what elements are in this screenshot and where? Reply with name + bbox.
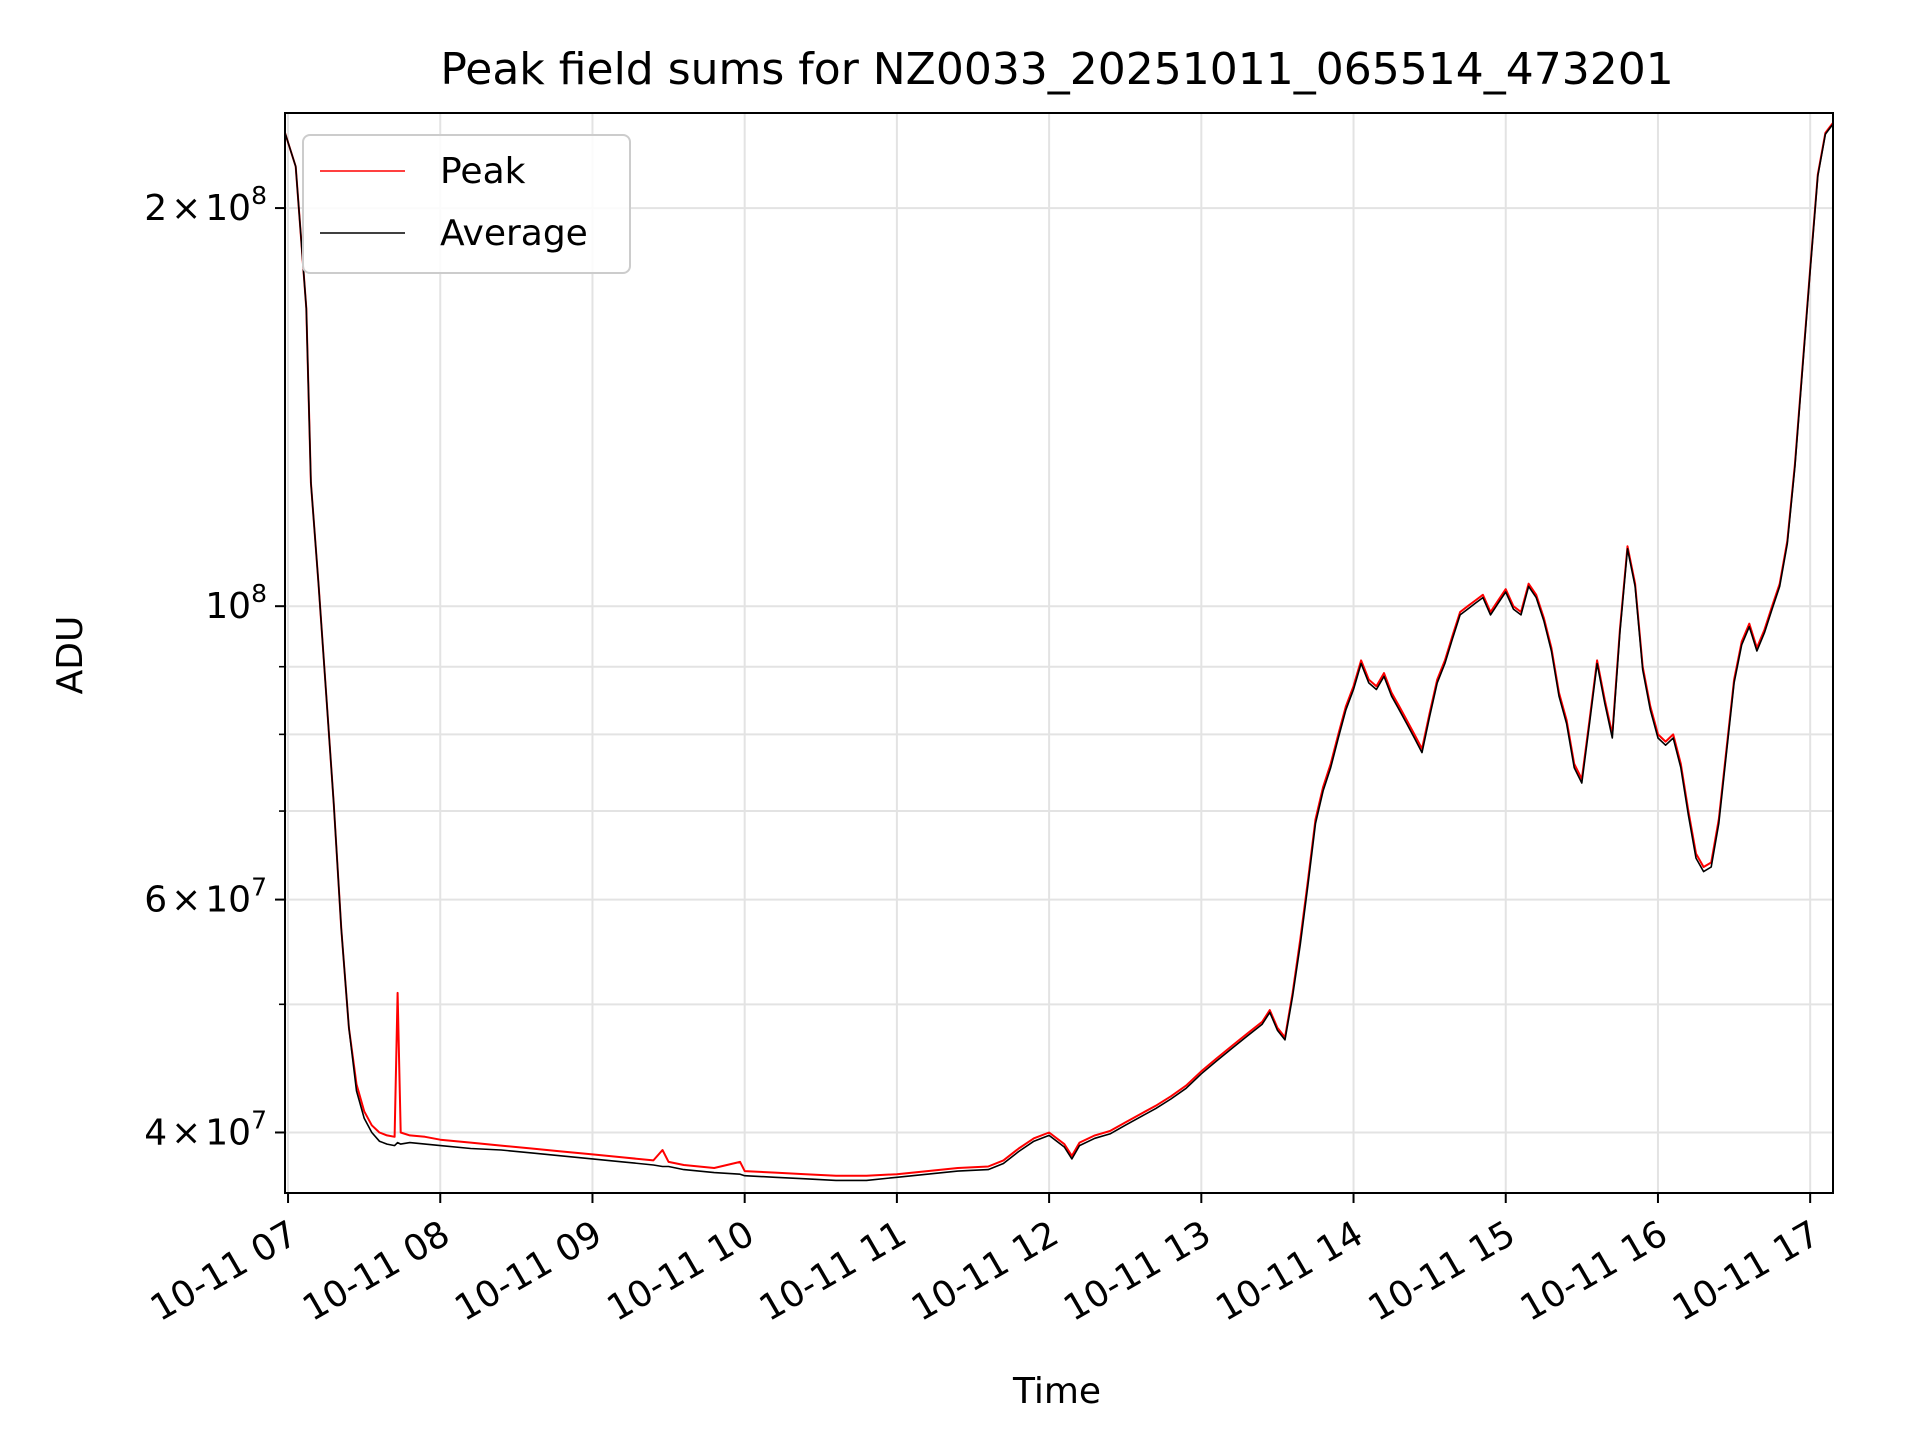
legend-average-label: Average: [440, 213, 588, 254]
legend-box: [302, 134, 631, 274]
series-line-peak: [284, 122, 1834, 1177]
y-axis-label: ADU: [50, 616, 91, 695]
legend: Peak Average: [302, 134, 631, 274]
series-group: [284, 122, 1834, 1182]
y-tick-label: 6 × 107: [144, 873, 267, 921]
grid-lines: [285, 113, 1833, 1193]
x-axis-label: Time: [1012, 1371, 1101, 1412]
y-tick-label: 108: [205, 579, 267, 627]
y-tick-label: 2 × 108: [144, 181, 267, 229]
legend-peak-label: Peak: [440, 151, 526, 192]
plot-area-frame: [284, 112, 1834, 1194]
chart-title: Peak field sums for NZ0033_20251011_0655…: [440, 44, 1673, 95]
y-axis-ticks: 4 × 107 6 × 107 108 2 × 108: [144, 181, 285, 1153]
y-tick-label: 4 × 107: [144, 1105, 267, 1153]
series-line-average: [284, 123, 1834, 1182]
